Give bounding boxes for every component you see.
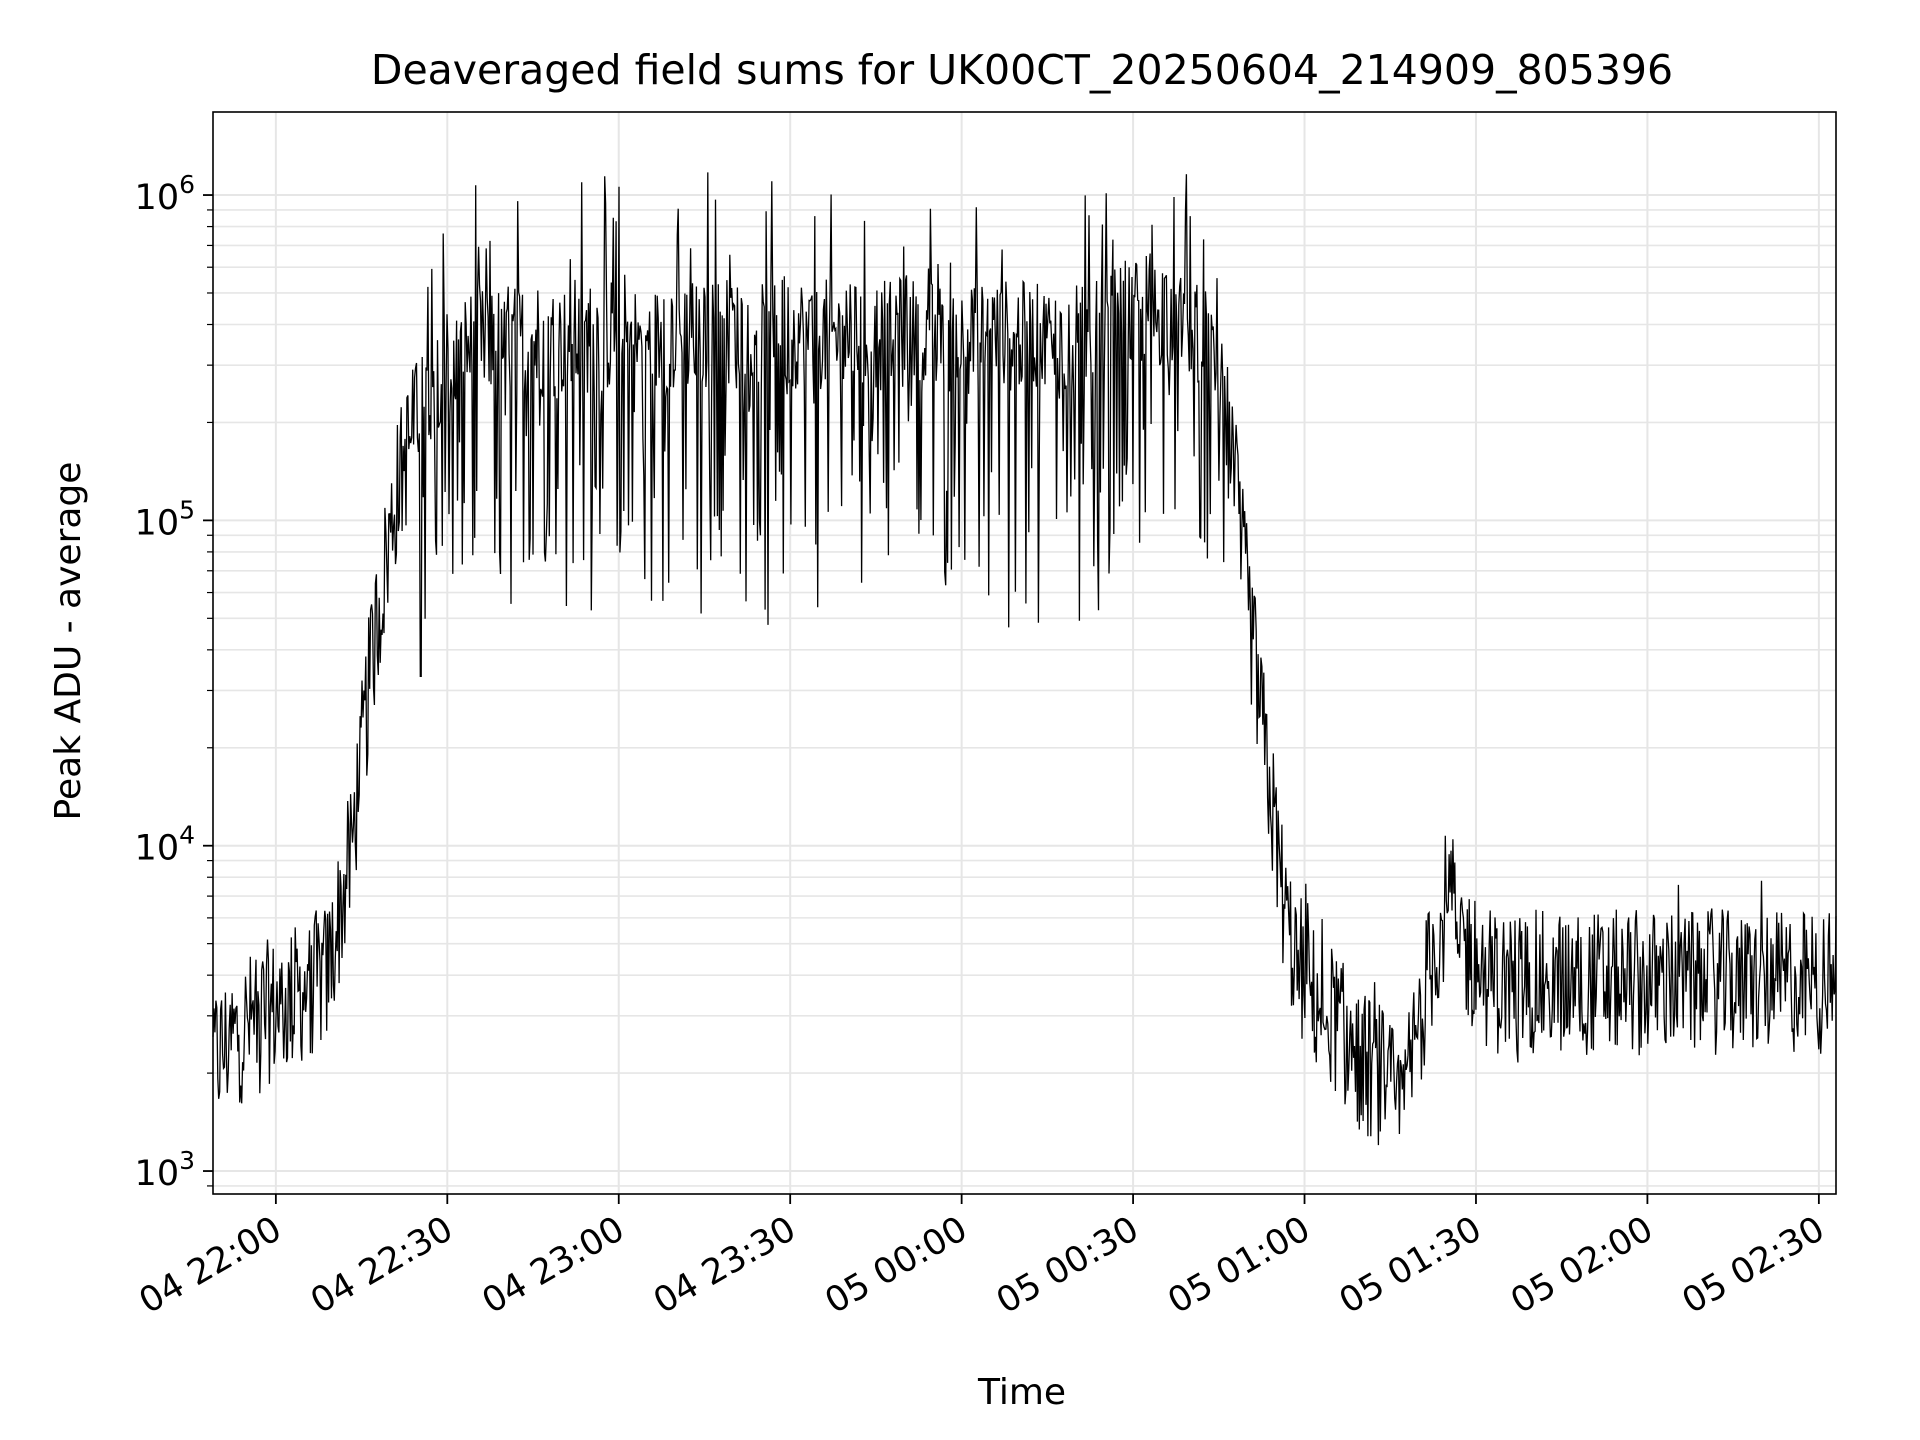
x-tick-label: 04 22:30 bbox=[304, 1209, 460, 1322]
x-tick-label: 05 02:30 bbox=[1676, 1209, 1832, 1322]
y-tick-label: 105 bbox=[135, 495, 195, 543]
grid bbox=[213, 112, 1836, 1194]
plot-frame bbox=[212, 111, 1837, 1195]
y-tick-label: 104 bbox=[135, 821, 195, 869]
x-tick-label: 04 23:30 bbox=[647, 1209, 803, 1322]
x-tick-label: 04 23:00 bbox=[476, 1209, 632, 1322]
y-tick-label: 106 bbox=[135, 170, 195, 218]
x-tick-label: 04 22:00 bbox=[133, 1209, 289, 1322]
x-tick-label: 05 01:00 bbox=[1161, 1209, 1317, 1322]
chart-title: Deaveraged field sums for UK00CT_2025060… bbox=[371, 46, 1673, 94]
y-tick-label: 103 bbox=[135, 1146, 195, 1194]
x-axis-label: Time bbox=[977, 1372, 1066, 1413]
y-axis-label: Peak ADU - average bbox=[48, 462, 89, 821]
x-tick-label: 05 00:00 bbox=[819, 1209, 975, 1322]
axis-ticks: 103 105 104 106 04 22:00 04 22:30 04 23:00 04 2… bbox=[133, 170, 1832, 1322]
series-line-group bbox=[212, 172, 1837, 1146]
x-tick-label: 05 02:00 bbox=[1504, 1209, 1660, 1322]
x-tick-label: 05 01:30 bbox=[1333, 1209, 1489, 1322]
x-tick-label: 05 00:30 bbox=[990, 1209, 1146, 1322]
series-line bbox=[212, 172, 1837, 1146]
